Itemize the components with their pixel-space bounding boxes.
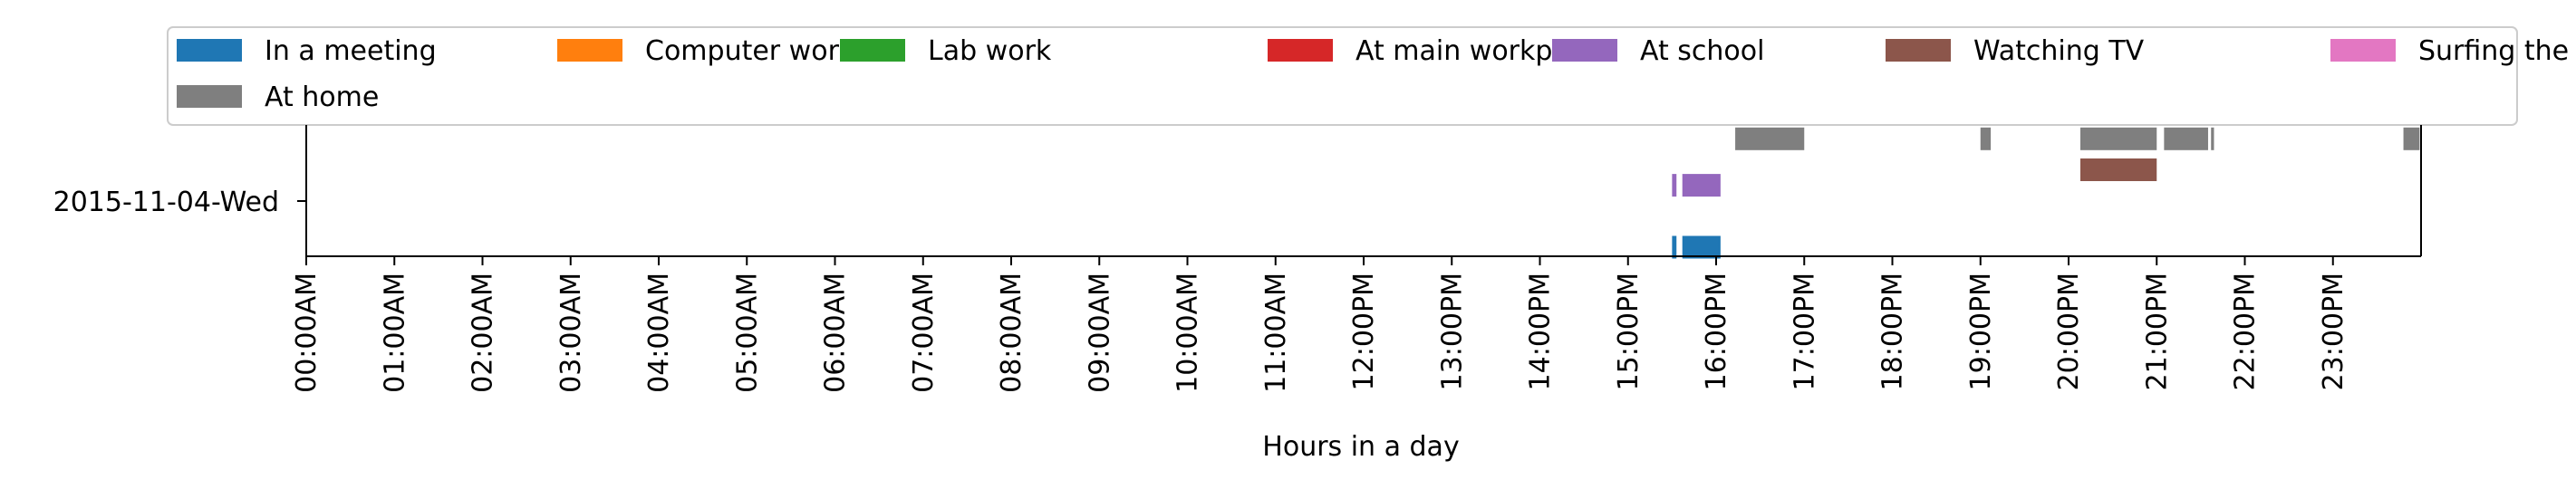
- y-axis: 2015-11-04-Wed: [53, 187, 306, 218]
- legend-swatch-surfing-the-internet: [2330, 39, 2396, 62]
- x-tick-label: 15:00PM: [1613, 273, 1645, 390]
- x-tick-label: 22:00PM: [2230, 273, 2262, 390]
- x-tick-label: 17:00PM: [1789, 273, 1820, 390]
- x-tick-label: 13:00PM: [1436, 273, 1468, 390]
- y-category-label: 2015-11-04-Wed: [53, 187, 279, 218]
- x-tick-label: 05:00AM: [731, 273, 763, 393]
- legend-label-at-home: At home: [265, 82, 379, 113]
- bar-at-home: [2079, 127, 2157, 150]
- x-tick-label: 20:00PM: [2053, 273, 2085, 390]
- legend-frame: [167, 26, 2518, 126]
- bar-in-a-meeting: [1682, 235, 1721, 259]
- legend-label-watching-tv: Watching TV: [1973, 35, 2145, 67]
- x-tick-label: 11:00AM: [1260, 273, 1292, 393]
- x-tick-label: 06:00AM: [820, 273, 852, 393]
- legend-swatch-lab-work: [840, 39, 905, 62]
- legend-swatch-watching-tv: [1886, 39, 1951, 62]
- bar-at-school: [1672, 174, 1677, 197]
- legend-label-computer-work: Computer work: [645, 35, 855, 67]
- legend-label-lab-work: Lab work: [928, 35, 1052, 67]
- x-tick-label: 07:00AM: [908, 273, 940, 393]
- x-tick-label: 09:00AM: [1084, 273, 1115, 393]
- x-tick-label: 23:00PM: [2318, 273, 2349, 390]
- plot-area: [305, 125, 2422, 259]
- x-tick-label: 19:00PM: [1965, 273, 1997, 390]
- bar-at-school: [1682, 174, 1721, 197]
- bar-at-home: [2211, 127, 2214, 150]
- bar-watching-tv: [2079, 158, 2157, 181]
- x-tick-label: 21:00PM: [2141, 273, 2173, 390]
- legend-swatch-at-main-workplace: [1268, 39, 1333, 62]
- bar-in-a-meeting: [1672, 235, 1677, 259]
- bar-at-home: [2164, 127, 2208, 150]
- legend-swatch-in-a-meeting: [177, 39, 242, 62]
- x-tick-label: 08:00AM: [996, 273, 1028, 393]
- x-tick-label: 03:00AM: [555, 273, 587, 393]
- legend: In a meeting Computer work Lab work At main…: [167, 26, 2576, 126]
- legend-swatch-computer-work: [557, 39, 622, 62]
- x-tick-label: 04:00AM: [643, 273, 675, 393]
- bar-at-home: [2403, 127, 2420, 150]
- x-tick-label: 00:00AM: [291, 273, 323, 393]
- legend-swatch-at-home: [177, 85, 242, 108]
- legend-label-at-school: At school: [1640, 35, 1764, 67]
- x-tick-label: 01:00AM: [379, 273, 410, 393]
- x-axis: 00:00AM 01:00AM 02:00AM 03:00AM 04:00AM 05:00…: [291, 256, 2349, 393]
- x-tick-label: 10:00AM: [1172, 273, 1204, 393]
- x-tick-label: 12:00PM: [1348, 273, 1380, 390]
- bar-at-home: [1980, 127, 1992, 150]
- legend-label-surfing-the-internet: Surfing the internet: [2418, 35, 2576, 67]
- legend-swatch-at-school: [1552, 39, 1617, 62]
- x-axis-label: Hours in a day: [1262, 431, 1459, 463]
- x-tick-label: 18:00PM: [1877, 273, 1909, 390]
- x-tick-label: 16:00PM: [1701, 273, 1732, 390]
- x-tick-label: 02:00AM: [468, 273, 499, 393]
- legend-label-in-a-meeting: In a meeting: [265, 35, 437, 67]
- x-tick-label: 14:00PM: [1525, 273, 1557, 390]
- bar-at-home: [1735, 127, 1805, 150]
